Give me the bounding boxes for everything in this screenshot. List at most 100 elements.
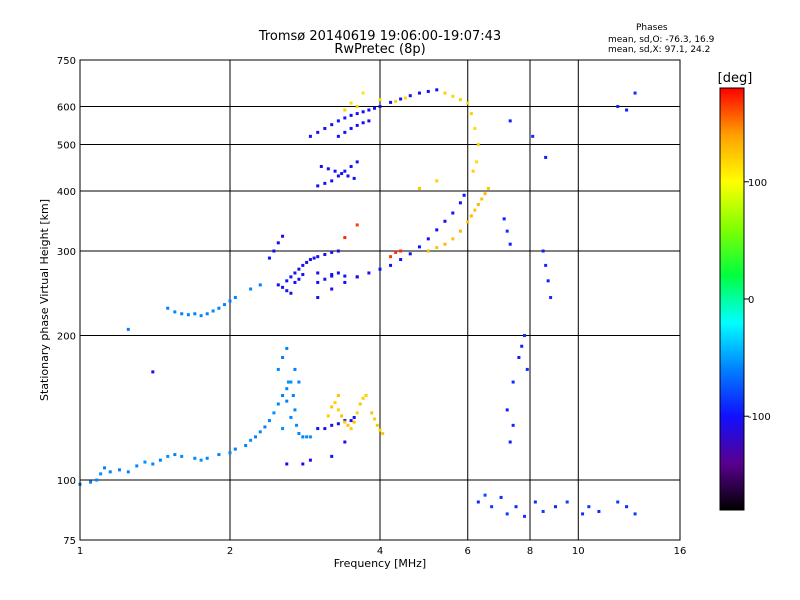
data-point [378, 267, 382, 271]
x-tick-label: 10 [572, 546, 585, 557]
data-point [343, 236, 347, 240]
data-point [293, 367, 297, 371]
data-point [349, 427, 353, 431]
data-point [253, 435, 257, 439]
data-point [483, 493, 487, 497]
data-point [511, 380, 515, 384]
data-point [276, 283, 280, 287]
data-points [78, 88, 637, 518]
data-point [343, 420, 347, 424]
data-point [316, 280, 320, 284]
data-point [316, 255, 320, 259]
data-point [295, 423, 299, 427]
data-point [346, 174, 350, 178]
data-point [399, 258, 403, 262]
data-point [340, 172, 344, 176]
data-point [289, 415, 293, 419]
data-point [305, 260, 309, 264]
x-axis-label: Frequency [MHz] [334, 557, 426, 570]
data-point [308, 134, 312, 138]
data-point [502, 217, 506, 221]
data-point [330, 274, 334, 278]
data-point [373, 417, 377, 421]
data-point [289, 291, 293, 295]
data-point [281, 355, 285, 359]
data-point [323, 181, 327, 185]
data-point [426, 249, 430, 253]
colorbar: [deg] 100 0 -100 [718, 71, 771, 511]
data-point [370, 411, 374, 415]
chart-subtitle: RwPretec (8p) [334, 42, 425, 57]
data-point [508, 440, 512, 444]
data-point [378, 98, 382, 102]
data-point [297, 380, 301, 384]
x-tick-label: 4 [377, 546, 383, 557]
data-point [267, 256, 271, 260]
data-point [514, 505, 518, 509]
data-point [408, 252, 412, 256]
grid [80, 60, 680, 540]
data-point [281, 427, 285, 431]
data-point [301, 263, 305, 267]
data-point [211, 309, 215, 313]
y-tick-label: 300 [57, 247, 76, 258]
data-point [458, 229, 462, 233]
colorbar-tick-label: -100 [748, 412, 771, 423]
data-point [323, 427, 327, 431]
data-point [330, 454, 334, 458]
data-point [451, 237, 455, 241]
data-point [272, 411, 276, 415]
data-point [587, 505, 591, 509]
data-point [361, 121, 365, 125]
data-point [343, 280, 347, 284]
data-point [375, 423, 379, 427]
data-point [285, 279, 289, 283]
data-point [361, 110, 365, 114]
data-point [435, 88, 439, 92]
data-point [301, 435, 305, 439]
data-point [352, 176, 356, 180]
data-point [435, 246, 439, 250]
data-point [316, 130, 320, 134]
y-tick-label: 750 [57, 56, 76, 67]
data-point [523, 514, 527, 518]
phase-summary-o: mean, sd,O: -76.3, 16.9 [608, 35, 715, 45]
data-point [531, 134, 535, 138]
data-point [180, 312, 184, 316]
data-point [499, 495, 503, 499]
x-tick-label: 8 [527, 546, 533, 557]
data-point [95, 478, 99, 482]
data-point [399, 97, 403, 101]
data-point [151, 462, 155, 466]
data-point [193, 312, 197, 316]
data-point [293, 408, 297, 412]
phase-summary-heading: Phases [636, 23, 668, 33]
data-point [483, 192, 487, 196]
plot-frame [79, 59, 681, 541]
data-point [565, 500, 569, 504]
data-point [323, 277, 327, 281]
x-tick-label: 1 [77, 546, 83, 557]
data-point [308, 258, 312, 262]
y-tick-label: 600 [57, 103, 76, 114]
data-point [533, 500, 537, 504]
data-point [378, 105, 382, 109]
data-point [361, 396, 365, 400]
data-point [399, 249, 403, 253]
data-point [158, 458, 162, 462]
data-point [426, 237, 430, 241]
data-point [297, 432, 301, 436]
data-point [336, 271, 340, 275]
data-point [541, 249, 545, 253]
data-point [417, 91, 421, 95]
data-point [336, 249, 340, 253]
y-tick-label: 100 [57, 476, 76, 487]
data-point [373, 106, 377, 110]
data-point [285, 399, 289, 403]
data-point [285, 462, 289, 466]
data-point [616, 105, 620, 109]
data-point [330, 179, 334, 183]
data-point [263, 425, 267, 429]
data-point [520, 344, 524, 348]
x-tick-label: 6 [465, 546, 471, 557]
